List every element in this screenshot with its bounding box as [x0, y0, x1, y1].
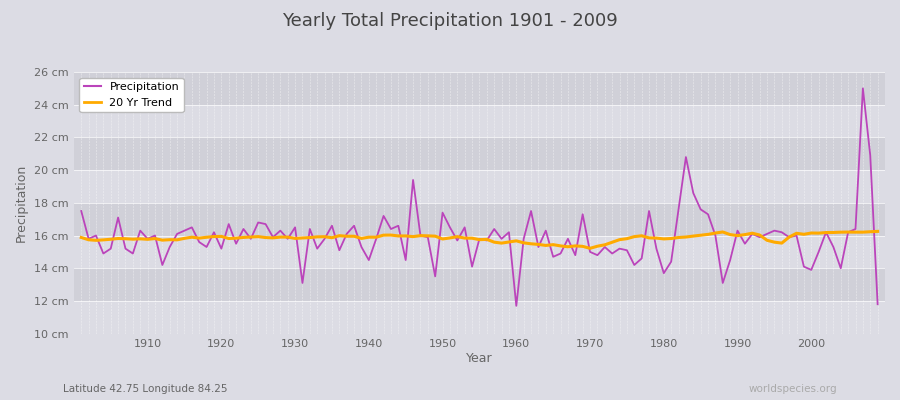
- Bar: [74, 72, 885, 105]
- Legend: Precipitation, 20 Yr Trend: Precipitation, 20 Yr Trend: [79, 78, 184, 112]
- Bar: [74, 236, 885, 268]
- Bar: [74, 170, 885, 203]
- Y-axis label: Precipitation: Precipitation: [15, 164, 28, 242]
- Bar: [74, 268, 885, 301]
- Bar: [74, 301, 885, 334]
- X-axis label: Year: Year: [466, 352, 492, 365]
- Text: Yearly Total Precipitation 1901 - 2009: Yearly Total Precipitation 1901 - 2009: [282, 12, 618, 30]
- Bar: [74, 105, 885, 138]
- Text: Latitude 42.75 Longitude 84.25: Latitude 42.75 Longitude 84.25: [63, 384, 228, 394]
- Bar: [74, 203, 885, 236]
- Bar: [74, 138, 885, 170]
- Text: worldspecies.org: worldspecies.org: [749, 384, 837, 394]
